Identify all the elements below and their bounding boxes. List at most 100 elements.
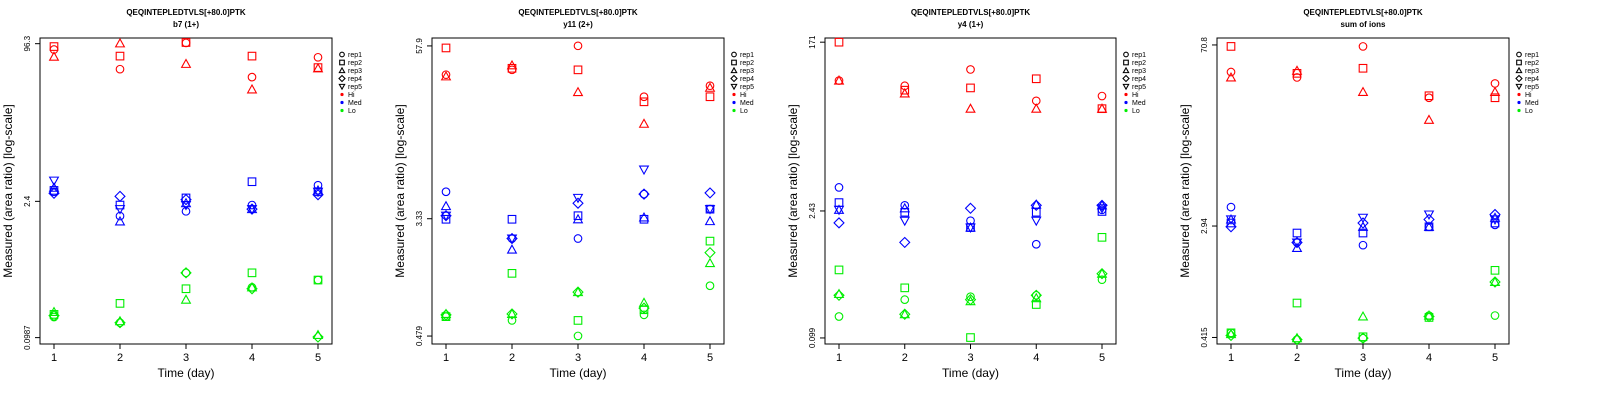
data-point xyxy=(1357,217,1369,229)
legend-marker xyxy=(1517,108,1521,113)
chart-panel-2: QEQINTEPLEDTVLS[+80.0]PTK y11 (2+) 1 2 3 4 5 Ti… xyxy=(393,8,754,380)
x-tick-label: 5 xyxy=(1492,352,1498,364)
data-point xyxy=(1031,239,1041,249)
data-point xyxy=(1358,42,1368,51)
data-point xyxy=(1291,333,1303,346)
legend-marker xyxy=(340,108,344,113)
data-point xyxy=(180,193,192,206)
data-point xyxy=(704,215,716,226)
legend-marker xyxy=(1122,66,1130,74)
data-point xyxy=(899,202,911,213)
legend-marker xyxy=(1516,59,1522,66)
legend-label: rep3 xyxy=(348,68,362,75)
data-point xyxy=(900,283,910,293)
series-med-rep5 xyxy=(48,176,324,215)
data-point xyxy=(899,87,911,98)
data-point xyxy=(114,215,126,226)
legend-label: Hi xyxy=(1132,92,1139,99)
legend-marker xyxy=(1123,59,1129,66)
data-point xyxy=(48,187,60,199)
data-point xyxy=(1030,199,1042,209)
data-point xyxy=(247,51,257,61)
data-point xyxy=(705,236,715,246)
data-point xyxy=(900,85,910,95)
series-lo-rep3 xyxy=(440,257,716,319)
data-point xyxy=(506,59,518,70)
legend-label: rep2 xyxy=(1525,60,1539,67)
y-tick-label: 2.43 xyxy=(808,203,817,219)
legend-marker xyxy=(730,83,738,91)
legend-marker xyxy=(731,51,737,58)
data-point xyxy=(49,42,59,51)
data-point xyxy=(48,51,60,61)
plot-frame xyxy=(431,37,725,345)
series-hi-rep2 xyxy=(834,37,1107,114)
data-point xyxy=(246,281,258,292)
data-point xyxy=(1030,199,1042,212)
data-point xyxy=(833,288,845,299)
series-hi-rep2 xyxy=(441,43,715,107)
data-point xyxy=(1030,289,1042,302)
data-point xyxy=(572,86,584,97)
data-point xyxy=(573,234,583,243)
data-point xyxy=(441,43,451,53)
series-lo-rep3 xyxy=(1225,276,1501,343)
legend-marker xyxy=(1516,51,1522,58)
data-point xyxy=(834,312,844,321)
legend-marker xyxy=(730,66,738,74)
legend-label: Hi xyxy=(1525,92,1532,99)
data-point xyxy=(1096,267,1108,280)
data-point xyxy=(312,184,324,195)
y-tick-label: 2.94 xyxy=(1200,218,1209,234)
x-axis-label: Time (day) xyxy=(1335,366,1392,380)
y-tick-label: 70.8 xyxy=(1200,37,1209,53)
series-med-rep4 xyxy=(833,199,1108,249)
data-point xyxy=(246,205,258,215)
data-point xyxy=(247,268,257,278)
data-point xyxy=(1031,74,1041,84)
x-tick-label: 3 xyxy=(183,352,189,364)
data-point xyxy=(1490,311,1500,320)
legend-label: rep1 xyxy=(1132,52,1146,59)
data-point xyxy=(1097,232,1107,242)
chart-subtitle: y11 (2+) xyxy=(563,20,593,29)
plot-frame xyxy=(1216,37,1510,345)
data-point xyxy=(48,306,60,317)
data-point xyxy=(440,308,452,319)
series-lo-rep4 xyxy=(833,267,1108,320)
data-point xyxy=(965,103,976,113)
x-tick-label: 4 xyxy=(1033,352,1039,364)
data-point xyxy=(639,92,649,102)
data-point xyxy=(1423,310,1435,320)
series-lo-rep2 xyxy=(834,232,1107,342)
data-point xyxy=(572,286,584,298)
y-axis-label: Measured (area ratio) [log-scale] xyxy=(1178,104,1192,277)
data-point xyxy=(114,316,126,329)
series-med-rep3 xyxy=(1225,212,1501,253)
data-point xyxy=(180,294,192,304)
y-axis-label: Measured (area ratio) [log-scale] xyxy=(1,104,15,277)
legend-label: rep4 xyxy=(1525,76,1539,83)
x-tick-label: 2 xyxy=(902,352,908,364)
data-point xyxy=(181,206,191,216)
y-tick-label: 96.3 xyxy=(23,35,32,51)
data-point xyxy=(833,75,845,85)
data-point xyxy=(704,257,716,268)
data-point xyxy=(1423,310,1435,323)
data-point xyxy=(440,200,452,211)
legend-marker xyxy=(1517,100,1521,105)
series-med-rep1 xyxy=(49,180,323,221)
data-point xyxy=(573,211,583,221)
data-point xyxy=(573,316,583,325)
data-point xyxy=(115,64,125,74)
chart-subtitle: sum of ions xyxy=(1341,20,1386,29)
data-point xyxy=(966,83,975,93)
series-med-rep1 xyxy=(1226,202,1500,250)
series-hi-rep1 xyxy=(441,41,715,102)
x-axis-label: Time (day) xyxy=(942,366,999,380)
legend-marker xyxy=(731,59,737,66)
x-tick-label: 1 xyxy=(51,352,57,364)
plot-frame xyxy=(39,37,333,345)
data-point xyxy=(115,299,125,308)
data-point xyxy=(506,234,518,245)
